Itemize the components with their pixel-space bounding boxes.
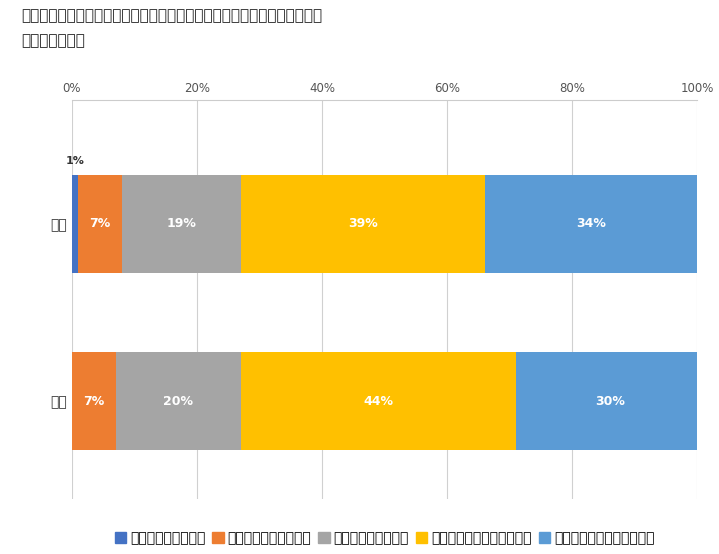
Bar (122, 175, 241, 273)
Text: ［図表１５］入社予定の会社に対して持っているイメージ：チャレンジ精: ［図表１５］入社予定の会社に対して持っているイメージ：チャレンジ精 (22, 8, 323, 23)
Text: 20%: 20% (163, 394, 193, 408)
Text: 1%: 1% (65, 156, 84, 166)
Bar (72, 352, 116, 450)
Text: 7%: 7% (83, 394, 104, 408)
Text: 30%: 30% (595, 394, 625, 408)
Text: 44%: 44% (363, 394, 393, 408)
Bar (78, 175, 122, 273)
Legend: イメージは全くない, イメージはあまりない, どちらともいえない, イメージをやや持っている, イメージを強く持っている: イメージは全くない, イメージはあまりない, どちらともいえない, イメージをや… (109, 526, 660, 551)
Bar (72, 175, 78, 273)
Bar (116, 352, 241, 450)
Bar (241, 352, 516, 450)
Text: 神が旺盛である: 神が旺盛である (22, 33, 86, 48)
Text: 39%: 39% (348, 217, 377, 230)
Bar (241, 175, 485, 273)
Text: 34%: 34% (576, 217, 606, 230)
Bar (485, 175, 697, 273)
Bar (516, 352, 704, 450)
Text: 19%: 19% (166, 217, 196, 230)
Text: 7%: 7% (89, 217, 111, 230)
